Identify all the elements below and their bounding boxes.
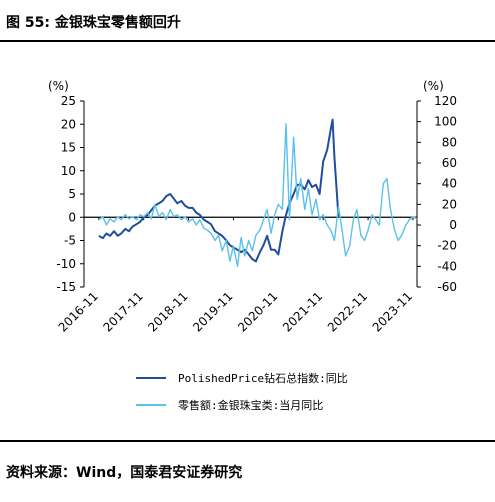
left-tick-label: 20 — [61, 117, 76, 131]
right-tick-label: 20 — [442, 197, 457, 211]
left-tick-label: -5 — [64, 234, 76, 248]
x-tick-label: 2021-11 — [280, 289, 325, 334]
left-tick-label: 15 — [61, 141, 76, 155]
right-tick-label: 0 — [449, 218, 457, 232]
x-tick-label: 2017-11 — [100, 289, 145, 334]
legend-label-2: 零售额:金银珠宝类:当月同比 — [178, 398, 323, 412]
source-note: 资料来源：Wind，国泰君安证券研究 — [6, 465, 243, 481]
right-tick-label: 40 — [442, 177, 457, 191]
right-tick-label: -60 — [437, 280, 457, 294]
legend-label-1: PolishedPrice钻石总指数:同比 — [178, 371, 348, 385]
bottom-rule — [0, 440, 495, 442]
right-tick-label: -40 — [437, 259, 457, 273]
right-tick-label: -20 — [437, 239, 457, 253]
x-tick-label: 2022-11 — [325, 289, 370, 334]
right-tick-label: 80 — [442, 135, 457, 149]
right-tick-label: 100 — [434, 115, 457, 129]
x-tick-label: 2023-11 — [370, 289, 415, 334]
top-rule — [0, 40, 495, 42]
figure-title: 图 55: 金银珠宝零售额回升 — [6, 15, 181, 31]
right-tick-label: 60 — [442, 156, 457, 170]
left-tick-label: -15 — [56, 280, 76, 294]
left-tick-label: 5 — [68, 187, 76, 201]
left-tick-label: 10 — [61, 164, 76, 178]
series-line-2 — [98, 122, 418, 267]
left-tick-label: 25 — [61, 94, 76, 108]
x-tick-label: 2020-11 — [235, 289, 280, 334]
right-axis-unit: (%) — [423, 79, 444, 93]
x-tick-label: 2016-11 — [56, 289, 101, 334]
dual-axis-line-chart: (%) (%)2520151050-5-10-15120100806040200-… — [48, 79, 457, 412]
left-tick-label: 0 — [68, 210, 76, 224]
x-tick-label: 2019-11 — [190, 289, 235, 334]
right-tick-label: 120 — [434, 94, 457, 108]
left-tick-label: -10 — [56, 257, 76, 271]
x-tick-label: 2018-11 — [145, 289, 190, 334]
left-axis-unit: (%) — [48, 79, 69, 93]
